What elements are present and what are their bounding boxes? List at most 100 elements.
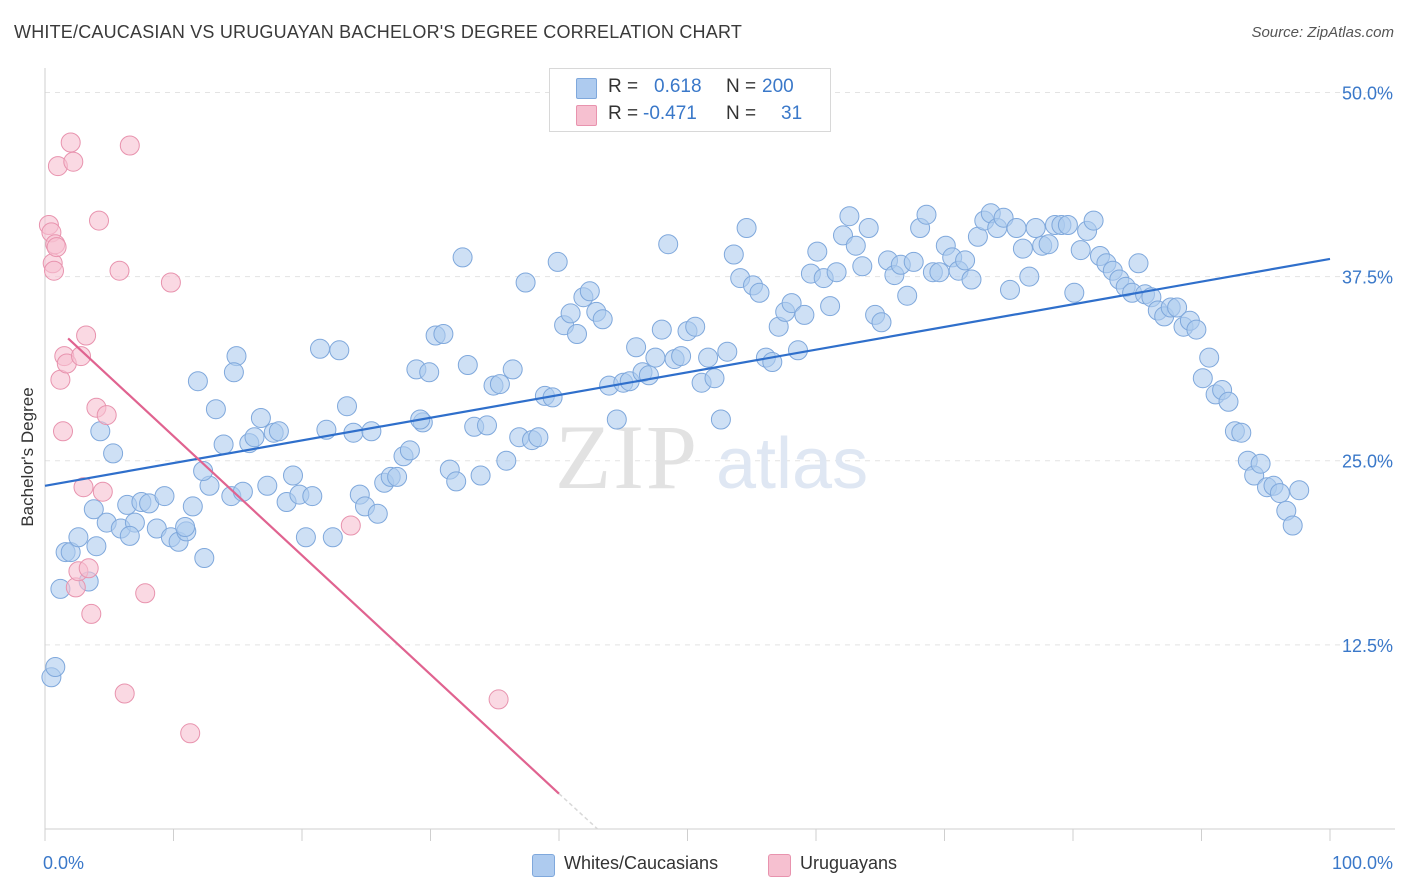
point-uruguayans: [63, 151, 84, 172]
point-uruguayans: [114, 683, 135, 704]
r-label: R =: [608, 76, 639, 97]
point-whites: [337, 396, 357, 417]
n-label: N =: [726, 76, 757, 97]
watermark-zip: ZIP: [555, 406, 699, 508]
point-whites: [1167, 297, 1188, 318]
point-whites: [257, 475, 278, 496]
stats-box: R = 0.618 N = 200 R = -0.471 N = 31: [549, 68, 831, 132]
point-whites: [68, 527, 89, 548]
point-whites: [781, 293, 802, 314]
point-uruguayans: [160, 272, 181, 293]
point-whites: [268, 421, 289, 442]
point-whites: [433, 324, 454, 344]
trend-line-uruguayans-extension: [558, 793, 599, 830]
point-whites: [187, 371, 208, 392]
point-whites: [658, 234, 679, 255]
chart-title: WHITE/CAUCASIAN VS URUGUAYAN BACHELOR'S …: [14, 22, 743, 42]
n-value: 200: [762, 76, 794, 97]
point-uruguayans: [488, 689, 509, 710]
point-whites: [194, 548, 215, 568]
point-whites: [788, 340, 808, 361]
point-whites: [232, 481, 253, 502]
point-whites: [820, 296, 841, 317]
r-value: 0.618: [654, 76, 702, 97]
y-axis-label: Bachelor's Degree: [18, 387, 37, 527]
point-whites: [1250, 453, 1271, 474]
point-whites: [175, 517, 196, 537]
gridlines: [45, 91, 1395, 646]
point-whites: [807, 241, 828, 262]
point-whites: [1199, 347, 1220, 368]
point-whites: [361, 421, 382, 442]
point-whites: [86, 536, 107, 557]
point-whites: [528, 427, 549, 448]
point-whites: [329, 340, 350, 361]
point-whites: [626, 337, 647, 358]
point-whites: [1269, 483, 1290, 504]
point-whites: [704, 368, 725, 389]
axes: [44, 68, 1395, 841]
point-whites: [651, 319, 672, 340]
point-whites: [1012, 238, 1033, 259]
tick-labels: 50.0% 37.5% 25.0% 12.5% 0.0% 100.0%: [43, 83, 1393, 873]
stats-swatch-pink: [576, 105, 597, 126]
point-uruguayans: [73, 477, 94, 498]
point-whites: [698, 347, 719, 368]
point-whites: [283, 465, 303, 486]
point-whites: [826, 262, 847, 283]
point-whites: [489, 374, 510, 395]
point-whites: [852, 256, 873, 277]
point-uruguayans: [44, 260, 64, 281]
point-whites: [723, 244, 744, 265]
trend-lines: [44, 257, 1331, 830]
point-whites: [638, 365, 659, 386]
series-uruguayans-points: [38, 132, 509, 744]
point-whites: [244, 427, 265, 448]
point-whites: [1057, 215, 1078, 235]
point-uruguayans: [76, 325, 97, 346]
point-uruguayans: [135, 583, 156, 604]
point-whites: [736, 218, 757, 238]
point-whites: [1186, 319, 1207, 340]
point-uruguayans: [89, 210, 109, 231]
y-tick-label: 25.0%: [1342, 452, 1393, 472]
point-uruguayans: [53, 421, 73, 442]
point-whites: [858, 218, 879, 238]
point-whites: [1038, 234, 1059, 255]
watermark-atlas: atlas: [716, 424, 868, 504]
point-whites: [322, 527, 343, 548]
point-uruguayans: [119, 135, 140, 156]
point-whites: [710, 409, 731, 430]
y-tick-label: 50.0%: [1342, 83, 1393, 103]
x-tick-label-left: 0.0%: [43, 853, 84, 873]
point-whites: [223, 362, 244, 383]
point-whites: [457, 355, 478, 375]
point-whites: [839, 206, 860, 227]
point-whites: [515, 272, 536, 293]
point-whites: [1064, 282, 1085, 303]
point-whites: [560, 303, 581, 324]
point-whites: [477, 415, 497, 436]
n-value: 31: [781, 103, 803, 124]
point-whites: [205, 399, 226, 420]
point-whites: [1000, 279, 1020, 300]
point-uruguayans: [78, 558, 99, 579]
point-whites: [1128, 253, 1149, 274]
point-uruguayans: [109, 260, 130, 281]
point-uruguayans: [180, 723, 201, 744]
point-whites: [399, 440, 420, 461]
point-whites: [452, 247, 473, 268]
stats-row-uruguayans: R = -0.471 N = 31: [550, 100, 830, 128]
point-whites: [1070, 240, 1091, 261]
point-uruguayans: [60, 132, 81, 153]
n-label: N =: [726, 103, 757, 124]
point-uruguayans: [71, 346, 91, 367]
point-whites: [1025, 218, 1046, 238]
point-whites: [496, 450, 517, 471]
point-whites: [579, 281, 600, 302]
trend-line-uruguayans: [67, 337, 560, 795]
point-whites: [250, 408, 271, 428]
point-whites: [685, 316, 706, 337]
series-whites-points: [41, 203, 1310, 688]
